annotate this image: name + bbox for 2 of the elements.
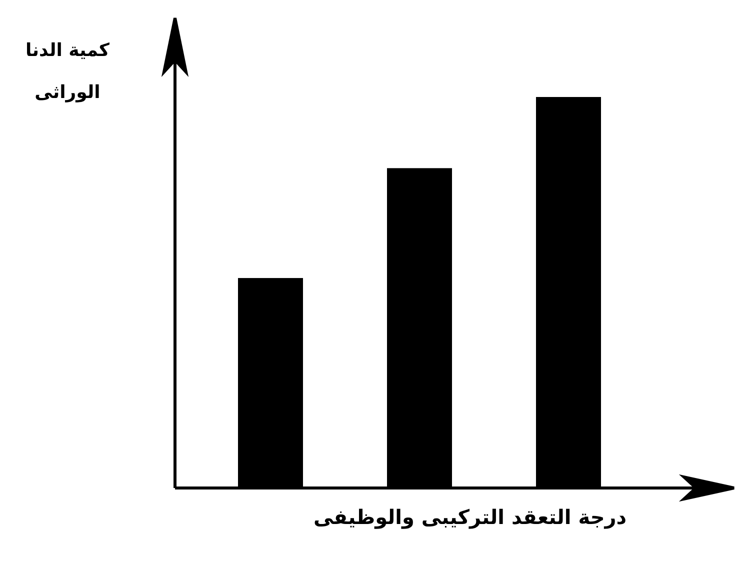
y-axis-title: كمية الدنا الوراثى	[24, 39, 110, 105]
x-axis-title: درجة التعقد التركيبى والوظيفى	[312, 505, 628, 529]
